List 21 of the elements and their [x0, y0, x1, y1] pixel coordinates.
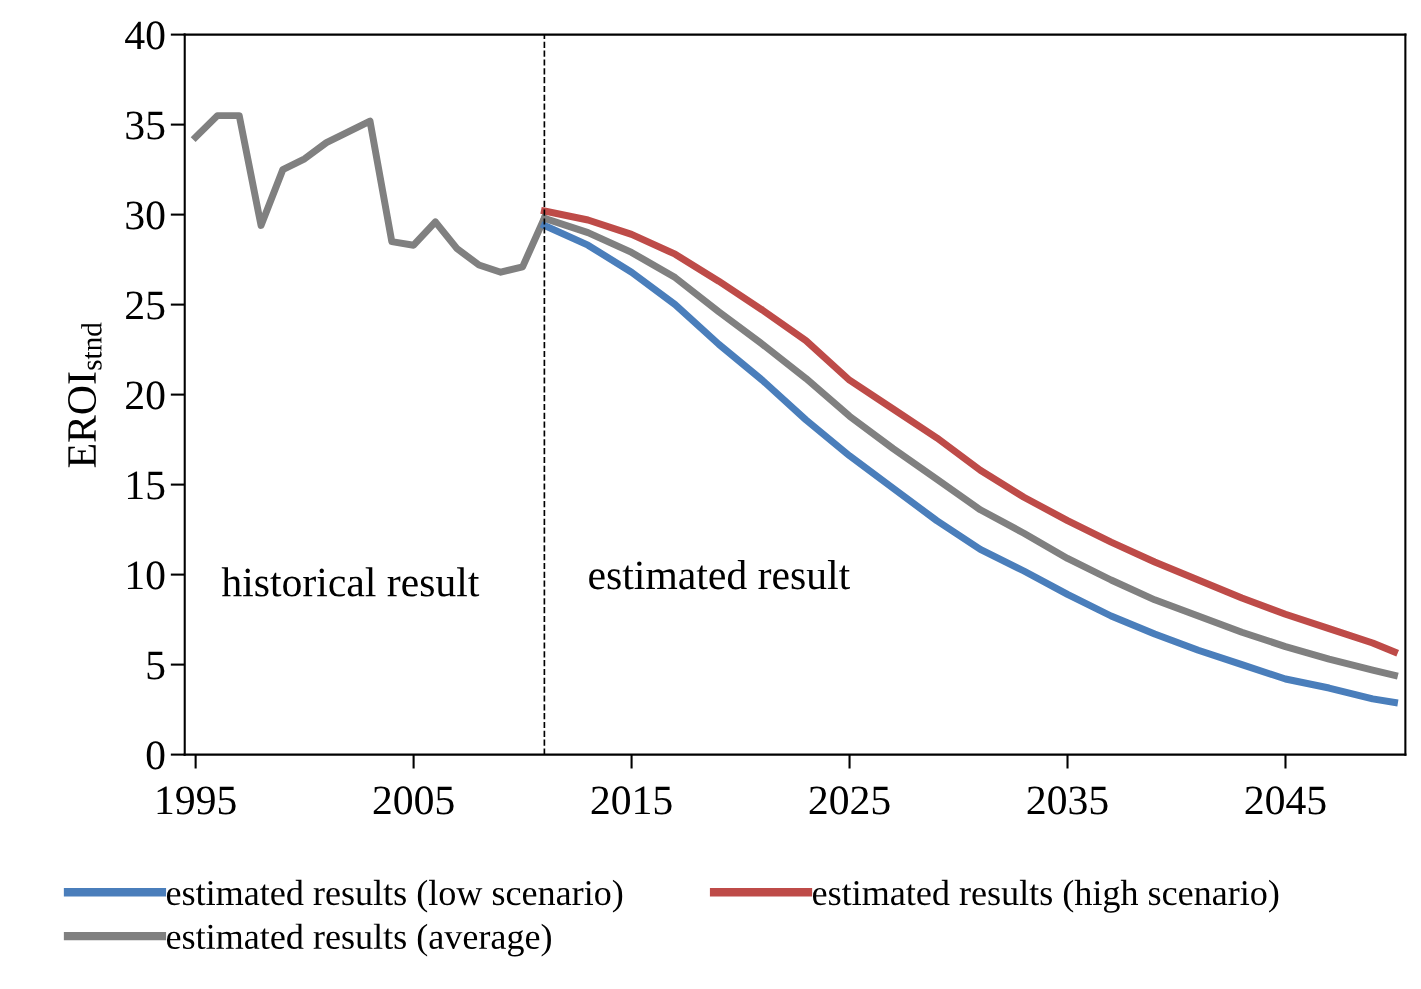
legend-label: estimated results (average): [166, 923, 551, 957]
annotation: historical result: [221, 567, 480, 597]
y-tick-label: 10: [127, 561, 165, 590]
x-tick-label: 2025: [809, 786, 890, 815]
x-tick-label: 2035: [1027, 786, 1108, 815]
y-tick-label: 20: [126, 381, 165, 410]
y-tick-label: 25: [126, 291, 165, 320]
x-tick-label: 2045: [1245, 786, 1326, 815]
x-tick-label: 1995: [157, 786, 236, 815]
y-tick-label: 0: [146, 741, 165, 770]
y-tick-label: 40: [125, 21, 165, 50]
legend-label: estimated results (high scenario): [812, 879, 1279, 913]
annotation: estimated result: [589, 560, 850, 590]
y-axis-title: EROI$_{stnd}$: [68, 322, 102, 468]
x-tick-label: 2015: [591, 786, 672, 815]
y-tick-label: 35: [126, 111, 165, 140]
x-tick-label: 2005: [373, 786, 454, 815]
y-tick-label: 30: [126, 201, 165, 230]
legend-label: estimated results (low scenario): [166, 879, 623, 913]
y-tick-label: 15: [127, 471, 165, 500]
y-tick-label: 5: [147, 651, 165, 680]
